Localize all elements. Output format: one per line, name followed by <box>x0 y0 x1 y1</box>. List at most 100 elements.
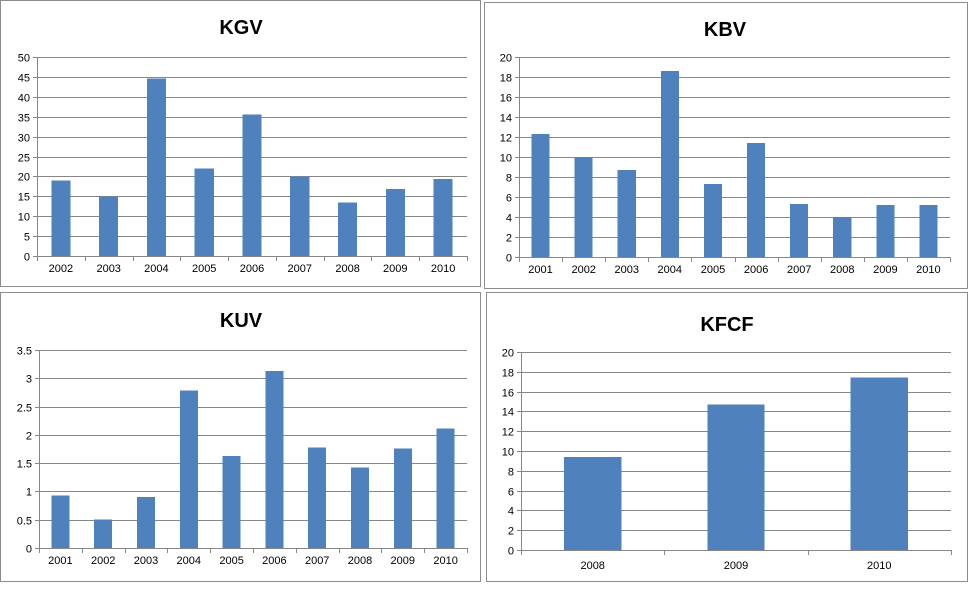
kuv-bar-2008 <box>351 467 369 548</box>
kuv-bar-2009 <box>393 448 412 548</box>
kbv-bar-2003 <box>617 170 636 257</box>
kuv-chart: KUV 0 0.5 1 1.5 2 2.5 3 3.5 2001 2002 2003 2004 2005 2… <box>17 310 468 567</box>
kfcf-y-tick-label: 20 <box>502 348 514 360</box>
kuv-bar-2005 <box>222 455 241 548</box>
kgv-y-tick-label: 30 <box>18 133 30 145</box>
kuv-y-tick-label: 2 <box>26 431 32 443</box>
kbv-bar-2009 <box>876 205 895 257</box>
kbv-y-tick-label: 10 <box>500 153 512 165</box>
kbv-x-tick-label: 2002 <box>571 264 595 276</box>
kbv-x-tick-label: 2003 <box>615 264 639 276</box>
kuv-chart-title: KUV <box>220 310 263 332</box>
kbv-chart-panel: KBV 0 2 4 6 8 10 12 14 16 18 20 2001 2002 2003 2004 2005… <box>484 2 968 289</box>
kuv-x-tick-label: 2005 <box>219 555 243 567</box>
kuv-x-tick-label: 2009 <box>391 555 415 567</box>
kuv-x-tick-label: 2003 <box>134 555 158 567</box>
kgv-x-tick-label: 2004 <box>144 263 168 275</box>
kfcf-y-tick-label: 16 <box>502 388 514 400</box>
kgv-bar-2008 <box>338 202 358 256</box>
kbv-bar-2006 <box>747 143 766 257</box>
kfcf-chart-title: KFCF <box>700 314 753 336</box>
kgv-chart: KGV 0 5 10 15 20 25 30 35 40 45 50 2002 2003 2004 2005 2… <box>18 17 468 275</box>
kgv-bar-2010 <box>433 179 453 256</box>
kgv-y-tick-label: 5 <box>24 232 30 244</box>
kbv-y-tick-label: 6 <box>506 193 512 205</box>
kuv-x-tick-label: 2007 <box>305 555 329 567</box>
kuv-y-tick-label: 3.5 <box>17 346 32 358</box>
kfcf-y-tick-label: 12 <box>502 427 514 439</box>
kbv-y-tick-label: 14 <box>500 113 512 125</box>
kfcf-y-tick-label: 2 <box>508 526 514 538</box>
kgv-x-tick-label: 2010 <box>431 263 455 275</box>
kgv-x-tick-label: 2007 <box>288 263 312 275</box>
kfcf-y-tick-label: 0 <box>508 546 514 558</box>
kuv-bar-2001 <box>51 495 70 548</box>
kuv-bar-2006 <box>265 370 284 548</box>
kbv-y-tick-label: 2 <box>506 233 512 245</box>
kgv-x-tick-label: 2002 <box>49 263 73 275</box>
kbv-y-tick-label: 12 <box>500 133 512 145</box>
kuv-chart-panel: KUV 0 0.5 1 1.5 2 2.5 3 3.5 2001 2002 2003 2004 2005 2… <box>0 292 481 582</box>
kbv-x-tick-label: 2004 <box>658 264 682 276</box>
kgv-y-tick-label: 45 <box>18 73 30 85</box>
kgv-bar-2007 <box>290 176 310 256</box>
kgv-x-tick-label: 2005 <box>192 263 216 275</box>
kbv-bar-2002 <box>574 157 593 257</box>
kuv-bar-2007 <box>308 447 327 548</box>
kbv-bar-2001 <box>531 134 550 257</box>
kbv-x-tick-label: 2009 <box>873 264 897 276</box>
kfcf-y-tick-label: 14 <box>502 407 514 419</box>
kgv-chart-panel: KGV 0 5 10 15 20 25 30 35 40 45 50 2002 2003 2004 2005 2… <box>0 0 481 287</box>
kgv-y-tick-label: 25 <box>18 153 30 165</box>
kbv-y-tick-label: 0 <box>506 253 512 265</box>
kuv-y-tick-label: 1.5 <box>17 459 32 471</box>
kbv-bar-2005 <box>703 184 722 257</box>
kbv-y-tick-label: 16 <box>500 93 512 105</box>
kuv-y-tick-label: 3 <box>26 374 32 386</box>
kbv-x-tick-label: 2001 <box>528 264 552 276</box>
kgv-y-tick-label: 20 <box>18 172 30 184</box>
kgv-bar-2009 <box>385 189 405 256</box>
kfcf-y-tick-label: 10 <box>502 447 514 459</box>
kgv-chart-title: KGV <box>219 17 263 39</box>
kfcf-y-tick-label: 4 <box>508 506 514 518</box>
kfcf-y-tick-label: 6 <box>508 487 514 499</box>
kgv-y-tick-label: 35 <box>18 113 30 125</box>
kuv-x-tick-label: 2010 <box>433 555 457 567</box>
kbv-y-tick-label: 8 <box>506 173 512 185</box>
kbv-y-tick-label: 18 <box>500 73 512 85</box>
kbv-x-tick-label: 2005 <box>701 264 725 276</box>
kuv-bar-2004 <box>179 390 198 548</box>
kbv-x-tick-label: 2007 <box>787 264 811 276</box>
kbv-y-tick-label: 4 <box>506 213 512 225</box>
kfcf-y-tick-label: 8 <box>508 467 514 479</box>
kuv-x-tick-label: 2002 <box>91 555 115 567</box>
kuv-x-tick-label: 2006 <box>262 555 286 567</box>
kfcf-bar-2010 <box>850 377 908 550</box>
kfcf-x-tick-label: 2008 <box>580 560 604 572</box>
kfcf-x-tick-label: 2010 <box>867 560 891 572</box>
kfcf-y-tick-label: 18 <box>502 368 514 380</box>
kfcf-x-tick-label: 2009 <box>724 560 748 572</box>
kgv-y-tick-label: 40 <box>18 93 30 105</box>
kfcf-chart-panel: KFCF 0 2 4 6 8 10 12 14 16 18 20 2008 2009 2010 <box>486 292 968 582</box>
kfcf-bar-2009 <box>707 404 765 550</box>
kgv-x-tick-label: 2008 <box>335 263 359 275</box>
kgv-x-tick-label: 2006 <box>240 263 264 275</box>
kuv-y-tick-label: 1 <box>26 487 32 499</box>
kgv-bar-2006 <box>242 114 262 256</box>
kgv-x-tick-label: 2003 <box>96 263 120 275</box>
kgv-bar-2005 <box>194 168 214 256</box>
kfcf-bar-2008 <box>564 456 622 550</box>
kgv-bar-2002 <box>51 180 71 256</box>
kfcf-chart: KFCF 0 2 4 6 8 10 12 14 16 18 20 2008 2009 2010 <box>502 314 952 572</box>
kbv-x-tick-label: 2006 <box>744 264 768 276</box>
kbv-bar-2010 <box>919 205 938 257</box>
kuv-x-tick-label: 2008 <box>348 555 372 567</box>
kbv-x-tick-label: 2010 <box>916 264 940 276</box>
kbv-chart: KBV 0 2 4 6 8 10 12 14 16 18 20 2001 2002 2003 2004 2005… <box>500 19 951 276</box>
kuv-y-tick-label: 0.5 <box>17 516 32 528</box>
kuv-bar-2003 <box>137 497 155 548</box>
kgv-bar-2004 <box>146 78 166 256</box>
kuv-x-tick-label: 2001 <box>48 555 72 567</box>
